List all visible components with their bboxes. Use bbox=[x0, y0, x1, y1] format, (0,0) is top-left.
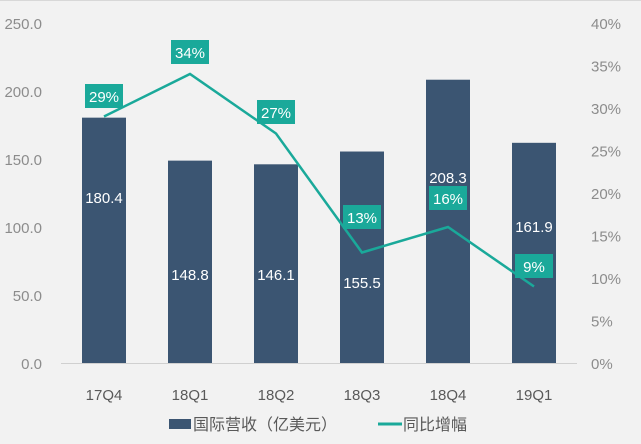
legend-line-label: 同比增幅 bbox=[403, 415, 467, 434]
right-axis-tick-label: 10% bbox=[591, 271, 621, 288]
growth-line bbox=[103, 72, 535, 288]
bar bbox=[426, 79, 470, 363]
right-axis-tick-label: 20% bbox=[591, 186, 621, 203]
growth-label-box bbox=[257, 100, 295, 124]
bar bbox=[254, 164, 298, 363]
bar-data-label: 161.9 bbox=[515, 219, 553, 236]
legend-bar-swatch bbox=[169, 419, 191, 429]
growth-data-label: 27% bbox=[261, 105, 291, 122]
left-axis-tick-label: 0.0 bbox=[21, 356, 42, 373]
right-axis-tick-label: 15% bbox=[591, 229, 621, 246]
growth-label-box bbox=[515, 254, 553, 278]
x-axis-tick-label: 18Q4 bbox=[430, 387, 467, 404]
legend-bar-label: 国际营收（亿美元） bbox=[193, 415, 337, 434]
right-axis-tick-label: 35% bbox=[591, 59, 621, 76]
x-axis-tick-label: 17Q4 bbox=[86, 387, 123, 404]
bar bbox=[82, 117, 126, 363]
bar bbox=[340, 151, 384, 363]
growth-label-box bbox=[171, 40, 209, 64]
left-axis-tick-label: 50.0 bbox=[13, 288, 42, 305]
x-axis-tick-label: 18Q3 bbox=[344, 387, 381, 404]
right-axis-tick-label: 40% bbox=[591, 16, 621, 33]
growth-data-label: 13% bbox=[347, 210, 377, 227]
bar bbox=[512, 142, 556, 363]
left-axis-tick-label: 200.0 bbox=[4, 84, 42, 101]
growth-label-box bbox=[429, 186, 467, 210]
growth-data-label: 34% bbox=[175, 45, 205, 62]
x-axis-tick-label: 18Q1 bbox=[172, 387, 209, 404]
right-axis-tick-label: 25% bbox=[591, 144, 621, 161]
right-axis-tick-label: 5% bbox=[591, 314, 613, 331]
bar-data-label: 148.8 bbox=[171, 267, 209, 284]
growth-label-box bbox=[343, 205, 381, 229]
growth-data-label: 16% bbox=[433, 191, 463, 208]
x-axis-tick-label: 19Q1 bbox=[516, 387, 553, 404]
right-axis-tick-label: 30% bbox=[591, 101, 621, 118]
bar bbox=[168, 160, 212, 363]
x-axis-tick-label: 18Q2 bbox=[258, 387, 295, 404]
left-axis-tick-label: 150.0 bbox=[4, 152, 42, 169]
left-axis-tick-label: 250.0 bbox=[4, 16, 42, 33]
growth-data-label: 9% bbox=[523, 259, 545, 276]
right-axis-tick-label: 0% bbox=[591, 356, 613, 373]
bar-data-label: 180.4 bbox=[85, 190, 123, 207]
growth-label-box bbox=[85, 84, 123, 108]
growth-data-label: 29% bbox=[89, 89, 119, 106]
bar-data-label: 208.3 bbox=[429, 170, 467, 187]
bar-data-label: 155.5 bbox=[343, 275, 381, 292]
left-axis-tick-label: 100.0 bbox=[4, 220, 42, 237]
bar-data-label: 146.1 bbox=[257, 267, 295, 284]
